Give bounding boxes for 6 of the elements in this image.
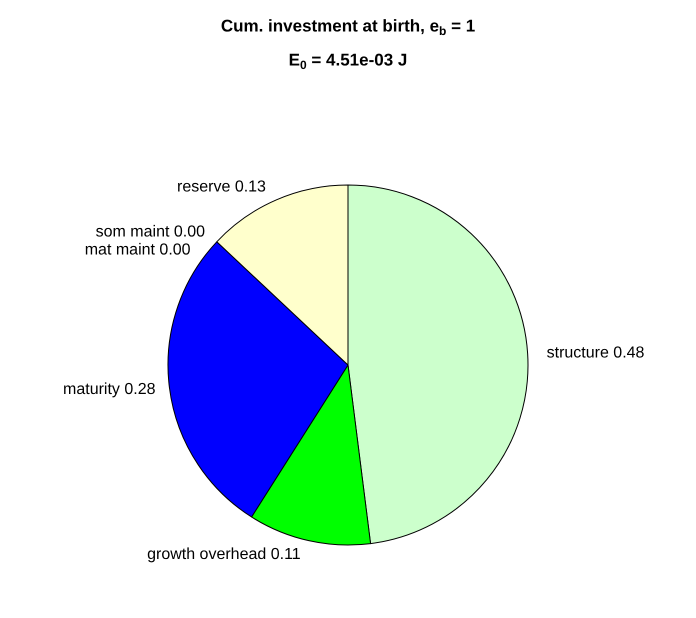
slice-label: maturity 0.28 bbox=[63, 380, 156, 398]
slice-label: structure 0.48 bbox=[546, 344, 645, 362]
category-label: mat maint 0.00 bbox=[84, 242, 191, 259]
slice-label: growth overhead 0.11 bbox=[147, 546, 301, 563]
category-label: som maint 0.00 bbox=[96, 224, 206, 241]
slice-label: reserve 0.13 bbox=[177, 178, 266, 196]
